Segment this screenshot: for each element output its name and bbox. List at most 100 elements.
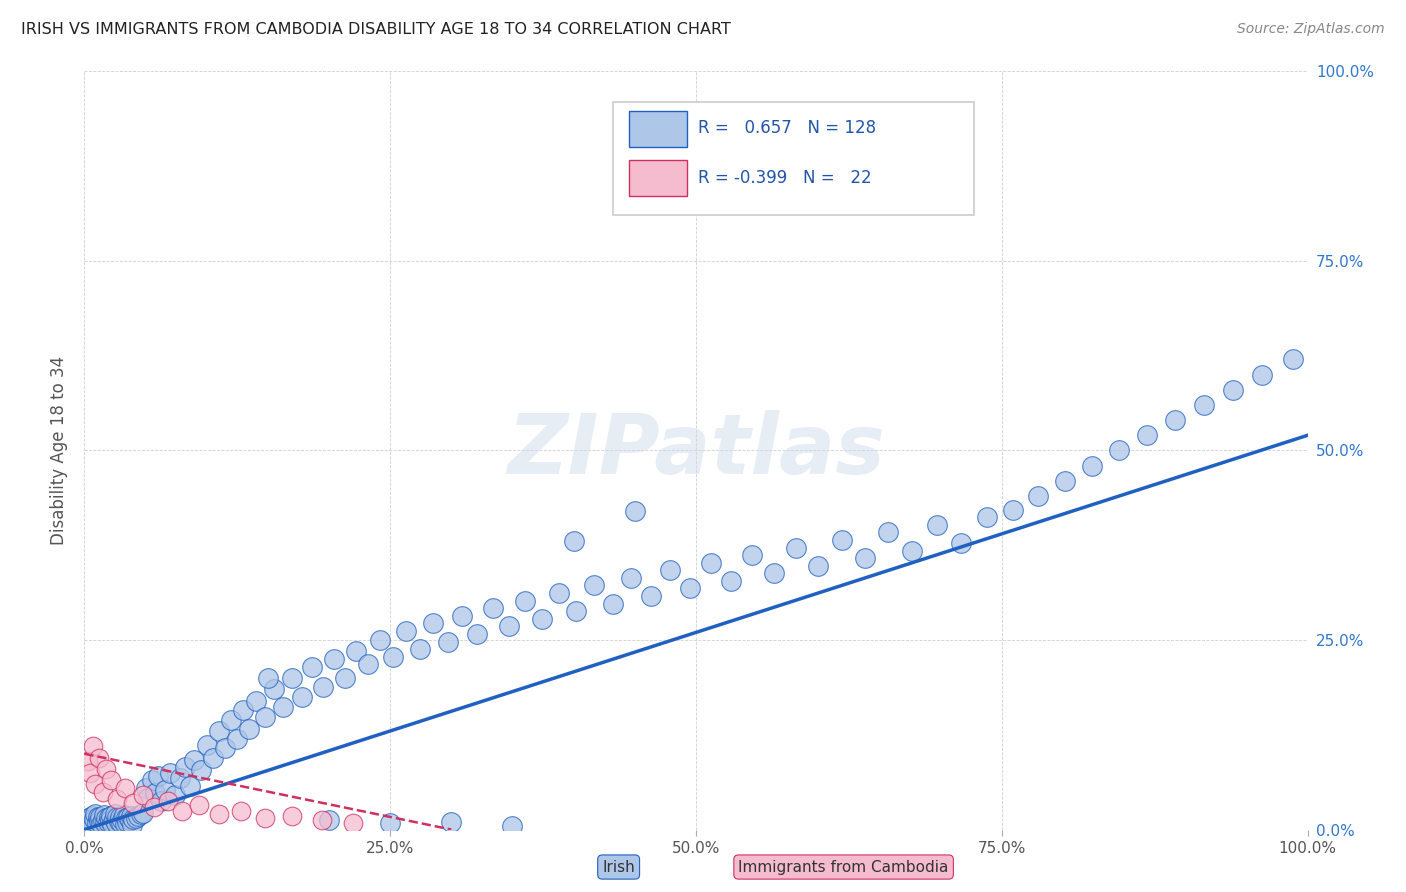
Point [1108,443,1130,458]
Point [80,809,103,823]
Point [465,627,488,641]
Point [720,574,742,588]
Point [97,815,120,830]
Point [100,773,122,788]
Text: Irish: Irish [602,860,636,874]
Point [129,807,152,822]
Point [322,652,344,666]
Point [214,740,236,755]
Point [114,780,136,795]
Point [127,809,149,823]
Point [105,815,128,830]
Point [82,739,104,753]
Point [79,765,101,780]
Point [451,608,474,623]
Point [925,517,948,532]
Point [172,804,194,818]
Point [114,817,136,831]
Point [785,541,807,555]
Point [301,659,323,673]
Point [254,811,277,825]
Text: R =   0.657   N = 128: R = 0.657 N = 128 [699,120,876,137]
Point [143,800,166,814]
Point [502,819,524,833]
Point [115,811,138,825]
Point [132,805,155,820]
Point [807,558,830,573]
Text: ZIPatlas: ZIPatlas [508,410,884,491]
Point [1192,398,1215,412]
Point [84,777,107,791]
Bar [628,111,688,147]
Point [97,810,120,824]
Point [118,814,141,828]
Point [110,816,132,830]
Point [141,773,163,788]
Point [436,634,458,648]
Point [90,817,112,831]
Point [173,760,195,774]
Point [104,807,127,822]
Point [107,814,129,829]
Point [408,642,430,657]
Point [333,671,356,685]
Point [169,771,191,785]
Point [87,750,110,764]
Point [179,779,201,793]
Point [96,811,118,825]
Point [1028,489,1050,503]
Point [156,794,179,808]
Point [84,807,107,822]
Point [498,619,520,633]
Point [395,624,418,638]
Point [877,525,900,540]
Point [1081,458,1104,473]
Point [583,578,606,592]
Point [183,753,205,767]
Point [238,723,260,737]
Point [679,582,702,596]
Point [318,814,340,828]
Point [87,814,110,829]
Point [77,811,100,825]
Point [135,780,157,795]
Point [229,804,252,818]
Point [111,813,134,827]
Point [659,563,682,577]
Point [122,812,145,826]
Point [440,815,463,830]
Point [87,810,110,824]
Point [195,738,218,752]
Point [143,786,166,800]
Text: Immigrants from Cambodia: Immigrants from Cambodia [738,860,949,874]
Point [146,769,169,784]
Point [831,533,853,547]
Point [219,713,242,727]
Point [370,633,392,648]
Point [562,534,585,549]
Point [1136,428,1159,442]
FancyBboxPatch shape [613,102,973,216]
Point [121,818,143,832]
Point [86,815,108,830]
Point [105,792,128,806]
Point [103,812,125,826]
Point [530,612,553,626]
Point [950,536,973,550]
Point [422,616,444,631]
Text: IRISH VS IMMIGRANTS FROM CAMBODIA DISABILITY AGE 18 TO 34 CORRELATION CHART: IRISH VS IMMIGRANTS FROM CAMBODIA DISABI… [21,22,731,37]
Point [79,814,101,828]
Point [853,551,876,566]
Point [188,798,211,813]
Point [257,671,280,685]
Bar [628,160,688,196]
Point [357,657,380,672]
Point [89,810,111,824]
Point [159,765,181,780]
Point [254,710,277,724]
Y-axis label: Disability Age 18 to 34: Disability Age 18 to 34 [51,356,69,545]
Point [112,808,135,822]
Point [699,556,721,570]
Point [122,796,145,810]
Point [232,703,254,717]
